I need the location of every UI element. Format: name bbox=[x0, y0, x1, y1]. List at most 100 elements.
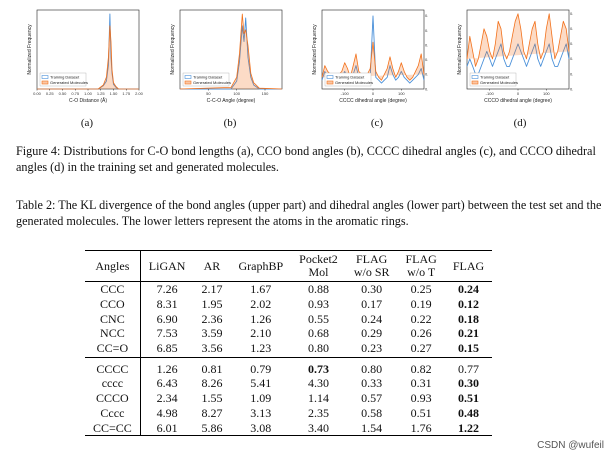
y-tick-label: 0.015 bbox=[425, 42, 428, 47]
legend-swatch-generated bbox=[471, 80, 479, 85]
x-tick-label: -100 bbox=[341, 91, 350, 96]
series-generated-line bbox=[466, 13, 570, 67]
value-cell-pocket2mol: 1.14 bbox=[307, 391, 329, 406]
x-tick-label: 2.00 bbox=[135, 91, 143, 96]
value-cell-flag: 0.77 bbox=[458, 361, 480, 376]
table-body: CCC 7.26 2.17 1.67 0.88 0.30 0.25 0.24 CCO 8.31 1.… bbox=[85, 281, 493, 436]
value-cell-pocket2mol: 3.40 bbox=[291, 420, 346, 436]
value-cell-ar: 1.95 bbox=[201, 297, 223, 312]
value-cell-ar: 0.81 bbox=[201, 361, 223, 376]
value-cell-ligan: 6.43 bbox=[156, 376, 178, 391]
legend-swatch-generated bbox=[184, 80, 192, 85]
value-cell-graphbp: 1.09 bbox=[250, 391, 272, 406]
legend-box bbox=[182, 72, 230, 87]
series-generated-line bbox=[37, 25, 139, 90]
x-tick-label: 0 bbox=[372, 91, 375, 96]
value-cell-flag-wo-t: 0.93 bbox=[410, 391, 432, 406]
value-cell-ar: 5.86 bbox=[193, 420, 231, 436]
angle-cell: Cccc bbox=[85, 405, 141, 421]
series-training-line bbox=[466, 43, 570, 75]
angle-cell: CCCC bbox=[85, 357, 141, 377]
y-tick-label: 0.008 bbox=[570, 26, 573, 31]
value-cell-flag-wo-t: 0.51 bbox=[410, 405, 432, 420]
value-cell-pocket2mol: 0.73 bbox=[307, 361, 329, 376]
y-axis-label: Normalized Frequency bbox=[457, 24, 463, 75]
value-cell-graphbp: 5.41 bbox=[250, 376, 272, 391]
value-cell-graphbp: 2.10 bbox=[250, 326, 272, 341]
value-cell-ar: 1.55 bbox=[201, 391, 223, 406]
value-cell-flag-wo-sr: 0.80 bbox=[361, 361, 383, 376]
table-row: cccc 6.43 8.26 5.41 4.30 0.33 0.31 0.30 bbox=[85, 376, 492, 391]
value-cell-ar: 8.27 bbox=[201, 405, 223, 420]
x-tick-label: 150 bbox=[262, 91, 269, 96]
value-cell-pocket2mol: 0.68 bbox=[307, 326, 329, 341]
value-cell-graphbp: 1.23 bbox=[230, 340, 292, 359]
angle-cell: CCC bbox=[85, 281, 141, 297]
value-cell-flag: 0.24 bbox=[458, 282, 480, 297]
value-cell-ligan: 1.26 bbox=[156, 361, 178, 376]
figure-caption: Figure 4: Distributions for C-O bond len… bbox=[16, 144, 596, 174]
legend-swatch-training bbox=[326, 75, 334, 79]
header-ligan: LiGAN bbox=[148, 258, 186, 273]
legend-label: Training Dataset bbox=[480, 74, 510, 79]
x-tick-label: 0.75 bbox=[71, 91, 80, 96]
value-cell-graphbp: 3.13 bbox=[250, 405, 272, 420]
x-tick-label: 100 bbox=[233, 91, 240, 96]
x-tick-label: 100 bbox=[543, 91, 550, 96]
y-tick-label: 0.010 bbox=[425, 57, 428, 62]
legend-label: Generated Molecules bbox=[50, 80, 88, 85]
table-row: Cccc 4.98 8.27 3.13 2.35 0.58 0.51 0.48 bbox=[85, 405, 492, 421]
header-flag: FLAG bbox=[452, 258, 485, 273]
value-cell-pocket2mol: 2.35 bbox=[307, 405, 329, 420]
value-cell-graphbp: 1.67 bbox=[250, 282, 272, 297]
table-row: CCCC 1.26 0.81 0.79 0.73 0.80 0.82 0.77 bbox=[85, 357, 492, 377]
value-cell-ligan: 6.90 bbox=[156, 311, 178, 326]
y-tick-label: 0.000 bbox=[570, 86, 573, 91]
header-flag-wo-t: FLAG w/o T bbox=[405, 252, 437, 279]
legend-swatch-training bbox=[41, 75, 49, 79]
x-axis-label: CCCO dihedral angle (degree) bbox=[484, 98, 552, 104]
legend-swatch-generated bbox=[326, 80, 334, 85]
value-cell-flag: 1.22 bbox=[444, 420, 493, 436]
plot-svg: -100 0 100 0.000 0.005 0.010 0.015 0.020 0.025 CC… bbox=[312, 9, 428, 104]
value-cell-pocket2mol: 0.80 bbox=[291, 340, 346, 359]
subfigure-label-b: (b) bbox=[223, 117, 237, 129]
value-cell-ar: 3.56 bbox=[193, 340, 231, 359]
value-cell-ar: 8.26 bbox=[201, 376, 223, 391]
value-cell-ligan: 8.31 bbox=[156, 297, 178, 312]
value-cell-flag: 0.12 bbox=[458, 297, 480, 312]
table-row: CCO 8.31 1.95 2.02 0.93 0.17 0.19 0.12 bbox=[85, 296, 492, 312]
y-tick-label: 0.010 bbox=[570, 11, 573, 16]
value-cell-pocket2mol: 0.88 bbox=[307, 282, 329, 297]
table-row: CNC 6.90 2.36 1.26 0.55 0.24 0.22 0.18 bbox=[85, 311, 492, 327]
x-axis-label: C-C-O Angle (degree) bbox=[207, 98, 256, 104]
y-axis-label: Normalized Frequency bbox=[312, 24, 318, 75]
table-row: CCC 7.26 2.17 1.67 0.88 0.30 0.25 0.24 bbox=[85, 281, 492, 297]
value-cell-graphbp: 3.08 bbox=[230, 420, 292, 436]
value-cell-pocket2mol: 0.93 bbox=[307, 297, 329, 312]
legend-label: Training Dataset bbox=[335, 74, 365, 79]
x-tick-label: 1.50 bbox=[110, 91, 119, 96]
value-cell-flag-wo-t: 0.19 bbox=[410, 297, 432, 312]
table-row: CCCO 2.34 1.55 1.09 1.14 0.57 0.93 0.51 bbox=[85, 390, 492, 406]
table-caption: Table 2: The KL divergence of the bond a… bbox=[16, 198, 602, 228]
value-cell-flag-wo-sr: 0.24 bbox=[361, 311, 383, 326]
value-cell-flag: 0.30 bbox=[458, 376, 480, 391]
y-tick-label: 0.005 bbox=[425, 72, 428, 77]
x-axis-label: CCCC dihedral angle (degree) bbox=[339, 98, 407, 104]
x-tick-label: 0.00 bbox=[33, 91, 42, 96]
legend-box bbox=[39, 72, 87, 87]
value-cell-ligan: 6.01 bbox=[140, 420, 194, 436]
header-angles: Angles bbox=[85, 250, 141, 282]
value-cell-ligan: 6.85 bbox=[140, 340, 194, 359]
angle-cell: cccc bbox=[85, 376, 141, 391]
legend-swatch-generated bbox=[41, 80, 49, 85]
value-cell-flag: 0.15 bbox=[444, 340, 493, 359]
value-cell-flag-wo-sr: 0.58 bbox=[361, 405, 383, 420]
legend-label: Generated Molecules bbox=[193, 80, 231, 85]
value-cell-flag-wo-t: 0.26 bbox=[410, 326, 432, 341]
x-tick-label: 50 bbox=[206, 91, 211, 96]
plot-svg: -100 0 100 0.000 0.002 0.004 0.006 0.008 0.010 CC… bbox=[457, 9, 573, 104]
table-row: NCC 7.53 3.59 2.10 0.68 0.29 0.26 0.21 bbox=[85, 326, 492, 341]
value-cell-flag-wo-t: 0.82 bbox=[410, 361, 432, 376]
